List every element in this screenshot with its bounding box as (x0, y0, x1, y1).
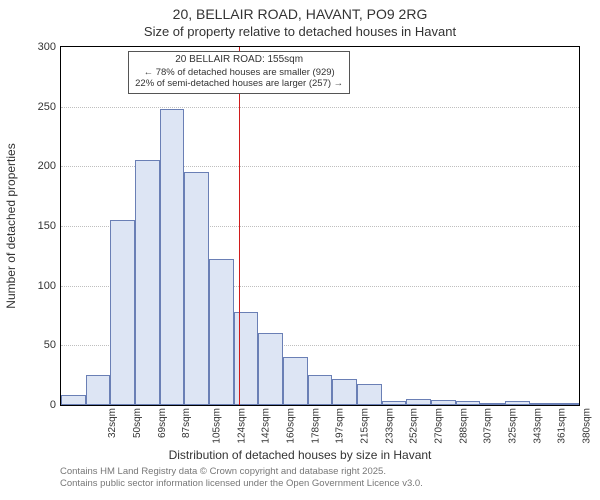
histogram-bar (332, 379, 357, 405)
gridline-h (61, 107, 579, 108)
x-tick-label: 105sqm (212, 408, 223, 444)
x-tick-label: 32sqm (107, 408, 118, 438)
histogram-bar (258, 333, 283, 405)
histogram-bar (382, 401, 407, 405)
annotation-line3: 22% of semi-detached houses are larger (… (135, 78, 343, 90)
x-tick-label: 380sqm (582, 408, 593, 444)
chart-container: 20, BELLAIR ROAD, HAVANT, PO9 2RG Size o… (0, 0, 600, 500)
histogram-bar (357, 384, 382, 405)
x-tick-label: 160sqm (286, 408, 297, 444)
x-axis-title: Distribution of detached houses by size … (0, 448, 600, 462)
x-tick-label: 197sqm (335, 408, 346, 444)
y-tick-label: 50 (16, 339, 56, 351)
x-tick-label: 50sqm (132, 408, 143, 438)
x-tick-label: 288sqm (458, 408, 469, 444)
histogram-bar (234, 312, 259, 405)
histogram-bar (505, 401, 530, 405)
histogram-bar (431, 400, 456, 405)
x-tick-label: 178sqm (310, 408, 321, 444)
chart-title-line1: 20, BELLAIR ROAD, HAVANT, PO9 2RG (0, 6, 600, 22)
plot-area: 20 BELLAIR ROAD: 155sqm ← 78% of detache… (60, 46, 580, 406)
attribution-line2: Contains public sector information licen… (60, 478, 423, 490)
x-tick-label: 124sqm (236, 408, 247, 444)
x-tick-label: 87sqm (181, 408, 192, 438)
y-tick-label: 150 (16, 220, 56, 232)
attribution: Contains HM Land Registry data © Crown c… (60, 466, 423, 490)
histogram-bar (554, 403, 579, 405)
histogram-bar (86, 375, 111, 405)
x-tick-label: 270sqm (434, 408, 445, 444)
y-tick-label: 300 (16, 41, 56, 53)
histogram-bar (135, 160, 160, 405)
histogram-bar (61, 395, 86, 405)
x-tick-label: 325sqm (508, 408, 519, 444)
attribution-line1: Contains HM Land Registry data © Crown c… (60, 466, 423, 478)
x-tick-label: 252sqm (409, 408, 420, 444)
x-tick-label: 343sqm (532, 408, 543, 444)
y-tick-label: 200 (16, 160, 56, 172)
x-tick-label: 142sqm (261, 408, 272, 444)
reference-marker-line (239, 47, 240, 405)
y-tick-label: 0 (16, 399, 56, 411)
histogram-bar (480, 403, 505, 405)
histogram-bar (456, 401, 481, 405)
histogram-bar (184, 172, 209, 405)
x-tick-label: 307sqm (483, 408, 494, 444)
histogram-bar (110, 220, 135, 405)
histogram-bar (530, 403, 555, 405)
y-tick-label: 250 (16, 101, 56, 113)
annotation-line2: ← 78% of detached houses are smaller (92… (135, 67, 343, 79)
histogram-bar (209, 259, 234, 405)
annotation-line1: 20 BELLAIR ROAD: 155sqm (135, 54, 343, 67)
x-tick-label: 215sqm (360, 408, 371, 444)
histogram-bar (308, 375, 333, 405)
x-tick-label: 69sqm (157, 408, 168, 438)
histogram-bar (160, 109, 185, 405)
histogram-bar (406, 399, 431, 405)
histogram-bar (283, 357, 308, 405)
x-tick-label: 361sqm (557, 408, 568, 444)
marker-annotation: 20 BELLAIR ROAD: 155sqm ← 78% of detache… (128, 51, 350, 94)
y-tick-label: 100 (16, 280, 56, 292)
chart-title-line2: Size of property relative to detached ho… (0, 24, 600, 39)
x-tick-label: 233sqm (384, 408, 395, 444)
